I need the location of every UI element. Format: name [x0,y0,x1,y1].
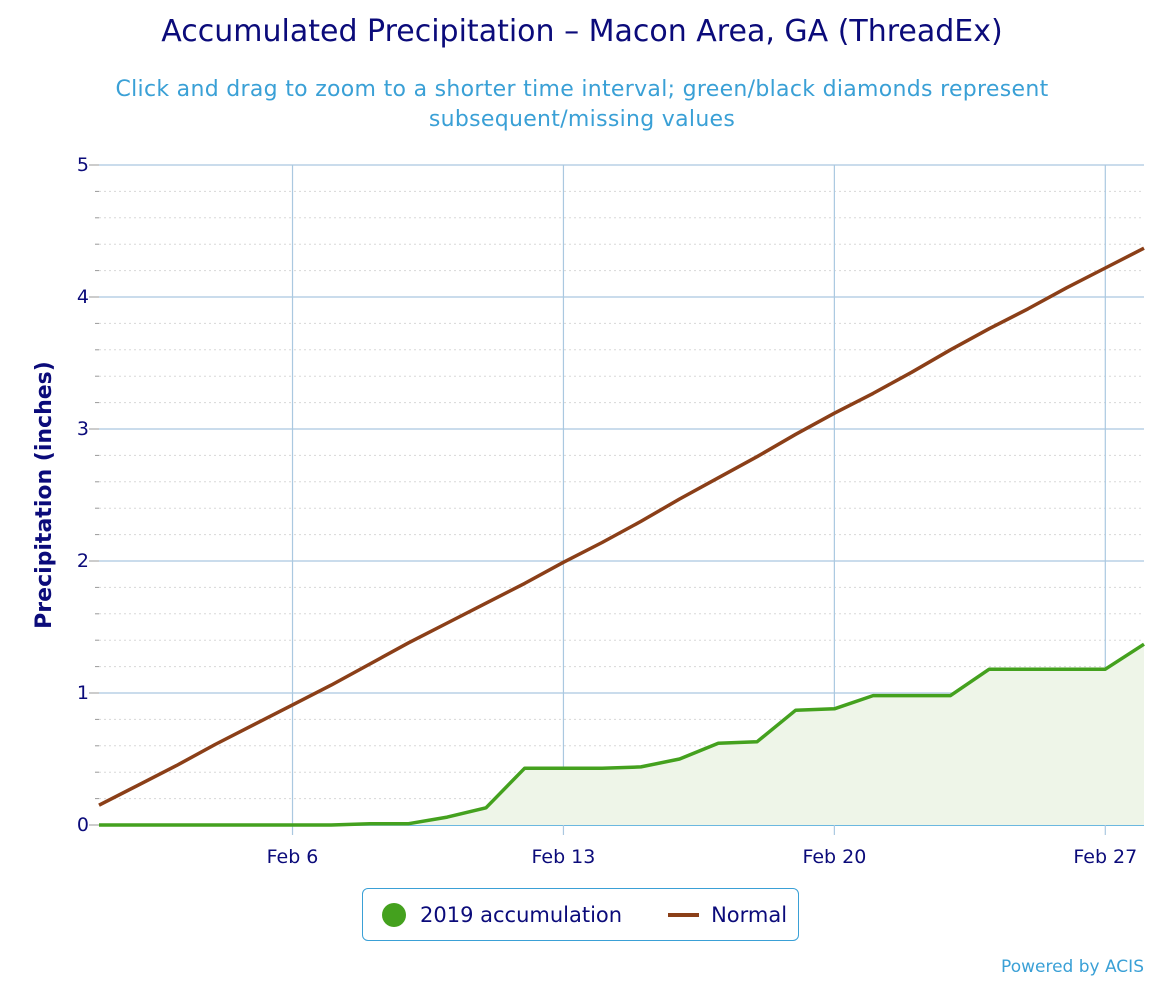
data-point [523,766,527,770]
data-point [948,348,952,352]
data-point [600,541,604,545]
data-point [1103,667,1107,671]
data-point [987,327,991,331]
legend-item-normal[interactable]: Normal [622,903,787,927]
y-tick-label: 3 [77,418,89,440]
x-tick-label: Feb 6 [267,846,319,868]
data-point [329,683,333,687]
data-point [329,823,333,827]
data-point [213,823,217,827]
legend-item-accumulation[interactable]: 2019 accumulation [363,902,623,927]
data-point [1026,667,1030,671]
data-point [1142,642,1146,646]
data-point [561,560,565,564]
axis-layer: 0 1 2 3 4 5 Feb 6 Feb 13 Feb 20 Feb 27 [77,154,1137,868]
data-point [174,764,178,768]
data-point [445,815,449,819]
data-point [794,432,798,436]
data-point [716,476,720,480]
data-point [910,370,914,374]
legend-dot-icon [382,902,406,927]
data-point [871,694,875,698]
chart-subtitle: Click and drag to zoom to a shorter time… [115,77,1049,132]
legend-label-accumulation: 2019 accumulation [420,902,623,927]
x-tick-label: Feb 27 [1073,846,1137,868]
y-axis-label: Precipitation (inches) [32,361,57,629]
x-tick-label: Feb 13 [532,846,596,868]
line-layer [97,246,1146,827]
data-point [987,667,991,671]
data-point [1065,667,1069,671]
legend-label-normal: Normal [711,902,788,927]
data-point [755,740,759,744]
accumulation-area [99,644,1144,825]
legend: 2019 accumulation Normal [362,888,799,941]
credits-link[interactable]: Powered by ACIS [1001,957,1144,977]
data-point [948,694,952,698]
y-tick-label: 2 [77,550,89,572]
data-point [832,707,836,711]
data-point [832,411,836,415]
data-point [291,703,295,707]
data-point [252,823,256,827]
data-point [407,641,411,645]
data-point [523,581,527,585]
y-tick-label: 1 [77,682,89,704]
data-point [755,455,759,459]
data-point [716,741,720,745]
y-tick-label: 0 [77,814,89,836]
data-point [1065,286,1069,290]
data-point [600,766,604,770]
series-line-accumulation [99,642,1145,827]
data-point [1142,246,1146,250]
data-point [639,519,643,523]
data-point [136,783,140,787]
data-point [678,757,682,761]
data-point [561,766,565,770]
data-point [794,708,798,712]
data-point [871,391,875,395]
data-point [484,601,488,605]
data-point [639,765,643,769]
data-point [136,823,140,827]
y-tick-label: 5 [77,154,89,176]
data-point [252,723,256,727]
series-line-normal [98,246,1145,807]
data-point [1103,266,1107,270]
data-point [1026,307,1030,311]
data-point [368,822,372,826]
area-layer [99,644,1144,825]
chart-title: Accumulated Precipitation – Macon Area, … [161,14,1003,49]
data-point [445,621,449,625]
data-point [910,694,914,698]
data-point [407,822,411,826]
data-point [484,806,488,810]
y-tick-label: 4 [77,286,89,308]
data-point [174,823,178,827]
data-point [97,803,101,807]
x-tick-label: Feb 20 [802,846,866,868]
data-point [291,823,295,827]
data-point [368,662,372,666]
data-point [678,497,682,501]
legend-line-icon [668,912,700,917]
data-point [213,742,217,746]
